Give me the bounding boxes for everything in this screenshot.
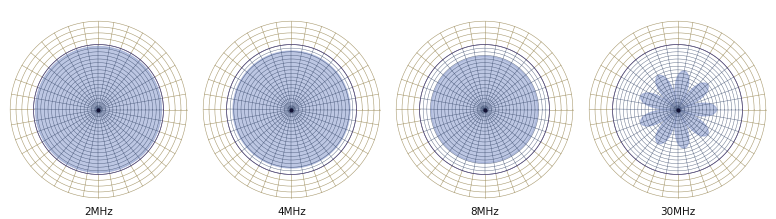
Polygon shape <box>233 51 350 168</box>
Polygon shape <box>36 46 161 173</box>
Text: 30MHz: 30MHz <box>660 207 695 217</box>
Polygon shape <box>641 71 716 148</box>
Text: 2MHz: 2MHz <box>84 207 113 217</box>
Text: 8MHz: 8MHz <box>470 207 499 217</box>
Text: 4MHz: 4MHz <box>277 207 306 217</box>
Polygon shape <box>431 56 538 163</box>
